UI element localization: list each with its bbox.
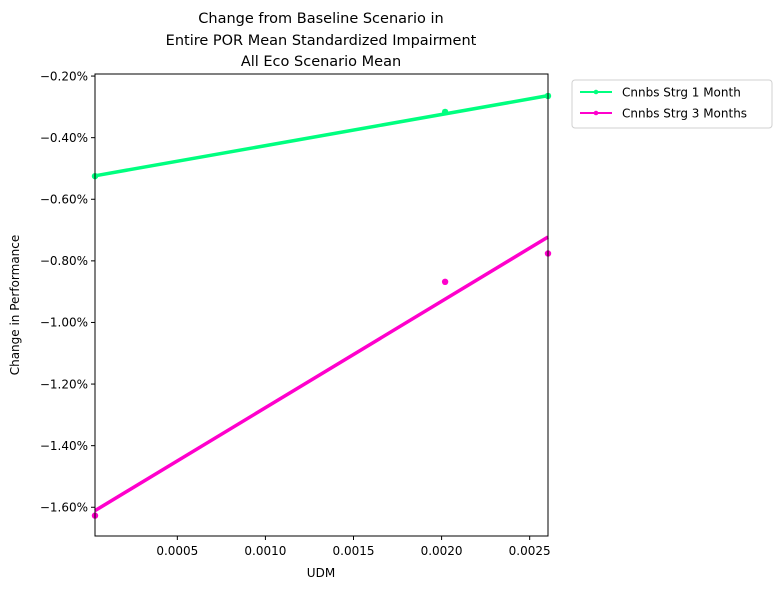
x-tick-label: 0.0020 xyxy=(421,544,463,558)
series-fit-line xyxy=(94,93,549,178)
x-axis-ticks: 0.0005 0.0010 0.0015 0.0020 0.0025 xyxy=(156,536,551,558)
legend-frame xyxy=(571,79,773,129)
data-point xyxy=(441,278,449,286)
chart-title-line-2: Entire POR Mean Standardized Impairment xyxy=(166,33,477,49)
data-points xyxy=(91,92,552,519)
x-tick-label: 0.0005 xyxy=(156,544,198,558)
x-tick-label: 0.0015 xyxy=(333,544,375,558)
chart-title-line-3: All Eco Scenario Mean xyxy=(241,54,401,70)
fit-lines xyxy=(94,93,549,513)
y-tick-label: −1.20% xyxy=(40,377,88,391)
y-tick-label: −0.20% xyxy=(40,69,88,83)
x-tick-label: 0.0010 xyxy=(244,544,286,558)
y-tick-label: −0.60% xyxy=(40,192,88,206)
y-tick-label: −0.80% xyxy=(40,254,88,268)
legend-swatch-marker xyxy=(593,89,599,95)
data-point xyxy=(441,108,449,116)
chart-title-line-1: Change from Baseline Scenario in xyxy=(198,11,443,27)
x-tick-label: 0.0025 xyxy=(509,544,551,558)
y-tick-label: −1.60% xyxy=(40,500,88,514)
y-tick-label: −1.40% xyxy=(40,439,88,453)
legend-label: Cnnbs Strg 1 Month xyxy=(622,86,741,100)
y-tick-label: −1.00% xyxy=(40,316,88,330)
legend-swatch-marker xyxy=(593,110,599,116)
y-tick-label: −0.40% xyxy=(40,131,88,145)
x-axis-label: UDM xyxy=(307,566,335,580)
legend-label: Cnnbs Strg 3 Months xyxy=(622,107,747,121)
plot-area-frame xyxy=(94,73,549,537)
legend: Cnnbs Strg 1 Month Cnnbs Strg 3 Months xyxy=(571,79,773,129)
series-fit-line xyxy=(94,235,549,513)
y-axis-ticks: −0.20% −0.40% −0.60% −0.80% −1.00% −1.20% −1.4… xyxy=(40,69,95,514)
y-axis-label: Change in Performance xyxy=(8,235,22,376)
